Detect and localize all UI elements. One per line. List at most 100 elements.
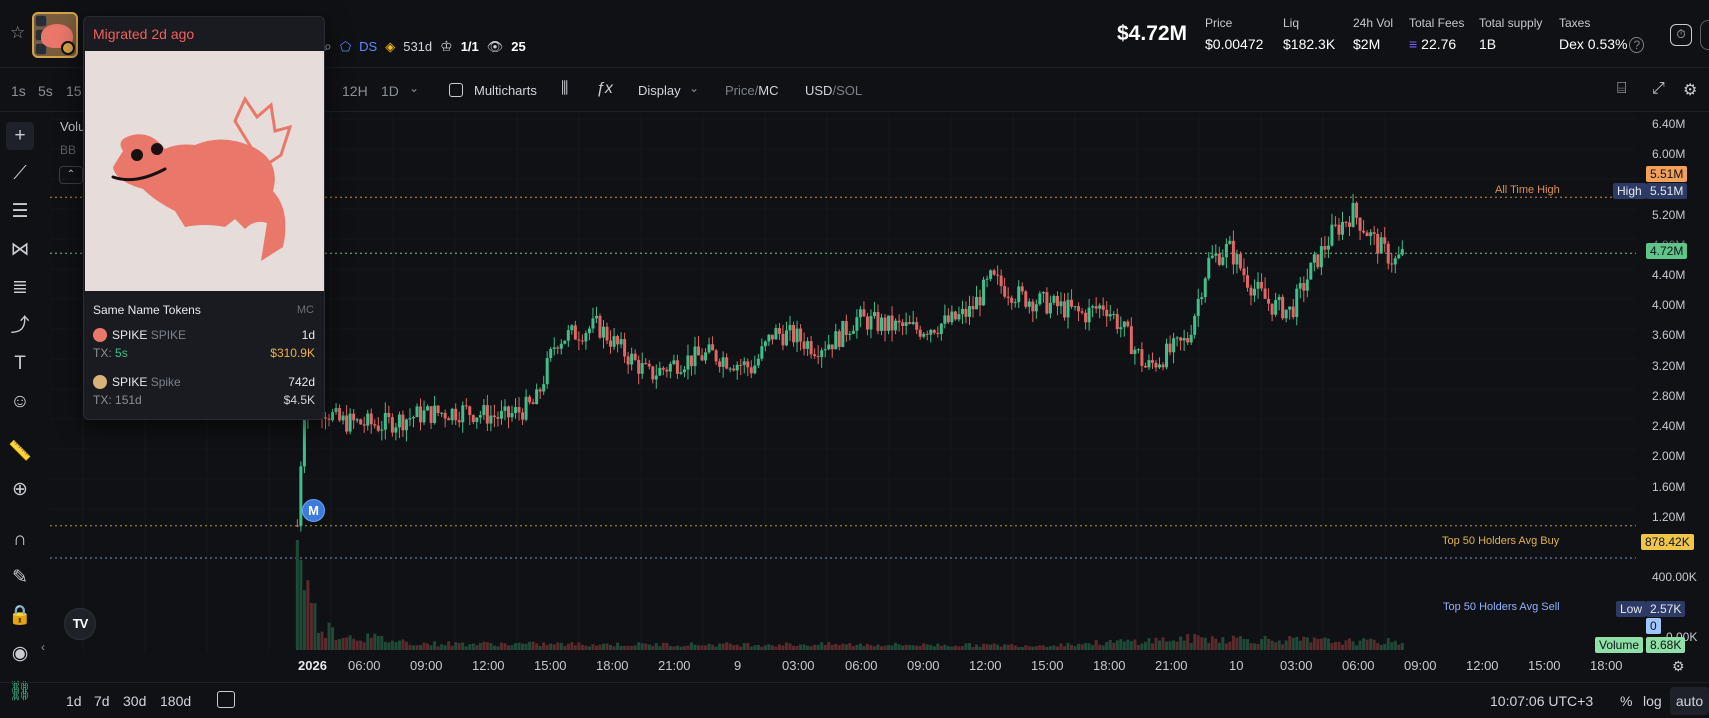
mc-option[interactable]: MC [758,83,779,98]
lock-icon[interactable]: 🔒 [8,605,32,626]
candle-body [820,350,824,358]
volume-bar [591,644,595,650]
currency-toggle[interactable]: USD/SOL [805,83,862,98]
stat-label: Total supply [1479,16,1543,30]
text-icon[interactable]: T [14,353,26,374]
candle-body [1400,249,1404,255]
volume-bar [989,644,993,650]
fullscreen-icon[interactable]: ⤢ [1652,80,1665,97]
volume-bar [605,643,609,650]
range-180d[interactable]: 180d [160,693,192,709]
display-menu[interactable]: Display [638,83,681,98]
candle-body [1003,286,1007,297]
percent-toggle[interactable]: % [1620,693,1633,709]
trendline-icon[interactable]: ⟋ [13,163,27,184]
star-icon[interactable]: ☆ [10,23,26,42]
candle-body [1298,283,1302,289]
candle-body [658,367,662,376]
eye-icon[interactable]: ◉ [11,643,29,664]
chevron-left-icon[interactable]: ‹ [41,640,45,654]
range-30d[interactable]: 30d [123,693,147,709]
timeframe-1d[interactable]: 1D [381,83,399,99]
chevron-down-icon[interactable]: ⌄ [689,81,700,95]
candle-body [784,330,788,346]
price-chart[interactable] [50,112,1636,680]
sol-option[interactable]: SOL [836,83,863,98]
magnet-icon[interactable]: ∩ [13,529,27,550]
candle-body [1196,298,1200,316]
candle-body [1221,257,1225,265]
crosshair-icon[interactable]: + [6,122,34,150]
lens-icon[interactable] [61,41,75,55]
volume-bar [1070,644,1074,650]
axis-settings-icon[interactable]: ⚙ [1672,658,1685,674]
indicators-icon[interactable]: ƒx [596,80,613,97]
time-tick: 06:00 [845,658,878,673]
candle-body [492,415,496,418]
log-toggle[interactable]: log [1643,693,1662,709]
utc-clock[interactable]: 10:07:06 UTC+3 [1490,693,1594,709]
volume-bar [932,646,936,650]
range-1d[interactable]: 1d [66,693,82,709]
timeframe-5s[interactable]: 5s [38,83,53,99]
panel-toggle[interactable] [1700,20,1709,50]
ds-icon[interactable]: ⬠ [339,38,352,54]
help-icon[interactable]: ? [1629,37,1645,53]
price-option[interactable]: Price [725,83,755,98]
candle-body [901,322,905,326]
candle-body [799,328,803,342]
emoji-icon[interactable]: ☺ [10,391,30,412]
chart-canvas[interactable] [50,112,1636,680]
chevron-up-icon[interactable]: ⌃ [59,166,83,184]
price-mc-toggle[interactable]: Price/MC [725,83,778,98]
multicharts-checkbox[interactable] [449,83,463,97]
ds-label[interactable]: DS [359,39,378,54]
brush-icon[interactable]: ⤴ [10,315,30,336]
candle-body [503,406,507,411]
migration-marker[interactable]: M [302,499,325,522]
alarm-icon[interactable]: ⏱ [1670,24,1692,46]
ruler-icon[interactable]: 📏 [8,441,32,462]
pattern-icon[interactable]: ⋈ [10,239,30,260]
volume-bar [510,645,514,650]
high-label: High [1613,183,1646,199]
candle-body [661,367,665,370]
candle-body [1210,255,1214,258]
horizontal-lines-icon[interactable]: ☰ [11,201,29,222]
candle-body [1249,287,1253,296]
stat-value: $182.3K [1283,36,1336,52]
pencil-lock-icon[interactable]: ✎ [12,567,28,588]
stat-label: Liq [1283,16,1300,30]
timeframe-15[interactable]: 15 [66,83,82,99]
timeframe-1s[interactable]: 1s [11,83,26,99]
multicharts-label[interactable]: Multicharts [474,83,537,98]
range-7d[interactable]: 7d [94,693,110,709]
candle-body [1358,217,1362,231]
candle-body [1326,245,1330,250]
tradingview-logo[interactable]: TV [64,608,96,640]
time-tick: 09:00 [1404,658,1437,673]
auto-toggle[interactable]: auto [1670,687,1709,715]
candle-body [1027,301,1031,307]
tx-label: TX: [93,346,112,360]
calendar-icon[interactable] [217,691,235,708]
volume-bar [1253,643,1257,650]
zoom-icon[interactable]: ⊕ [12,479,28,500]
token-avatar[interactable] [32,12,78,58]
candle-body [1362,230,1366,233]
volume-bar [967,643,971,650]
volume-bar [1277,640,1281,650]
camera-icon[interactable]: ⌸ [1617,80,1627,97]
search-icon[interactable]: ⌕ [324,38,332,54]
token-name: SPIKE [112,328,148,342]
settings-icon[interactable]: ⚙ [1683,82,1698,99]
chevron-down-icon[interactable]: ⌄ [409,81,420,95]
tx-age: 151d [115,393,142,407]
usd-option[interactable]: USD [805,83,833,98]
candles-icon[interactable]: ⫼ [561,80,569,97]
fib-icon[interactable]: ≣ [12,277,28,298]
volume-bar [735,644,739,650]
link-icon[interactable]: ⛓ [7,681,33,702]
timeframe-12h[interactable]: 12H [342,83,368,99]
volume-bar [1059,643,1063,650]
